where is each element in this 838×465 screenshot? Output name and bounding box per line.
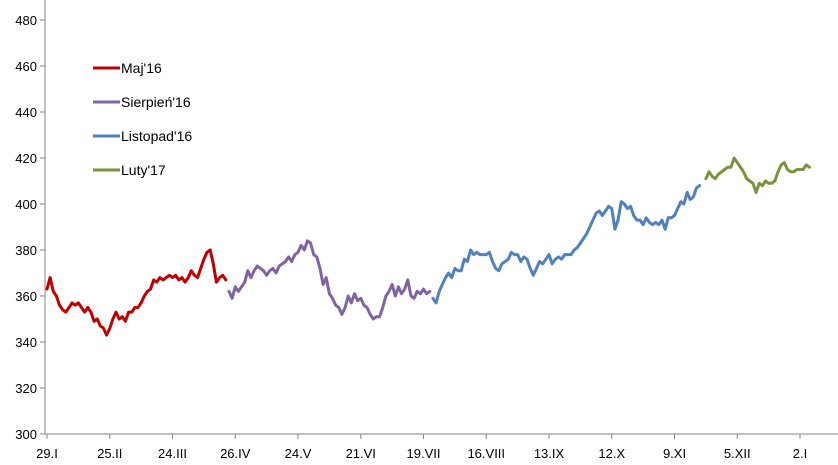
legend-label: Luty'17 <box>121 162 166 178</box>
series-line-4 <box>704 156 811 194</box>
x-tick-label: 24.V <box>285 446 312 461</box>
x-tick-label: 9.XI <box>663 446 686 461</box>
legend-label: Maj'16 <box>121 60 162 76</box>
legend: Maj'16 Sierpień'16 Listopad'16 Luty'17 <box>93 60 192 178</box>
y-axis: 300 320 340 360 380 400 420 440 460 480 <box>15 0 46 442</box>
x-tick-label: 16.VIII <box>467 446 505 461</box>
y-tick-label: 440 <box>15 105 37 120</box>
x-tick-label: 2.I <box>793 446 807 461</box>
x-tick-label: 24.III <box>158 446 187 461</box>
x-tick-label: 19.VII <box>407 446 441 461</box>
y-tick-label: 360 <box>15 289 37 304</box>
y-tick-label: 300 <box>15 427 37 442</box>
y-tick-label: 320 <box>15 381 37 396</box>
x-tick-label: 5.XII <box>724 446 751 461</box>
x-tick-label: 12.X <box>598 446 625 461</box>
legend-label: Listopad'16 <box>121 128 192 144</box>
y-tick-label: 380 <box>15 243 37 258</box>
x-tick-label: 25.II <box>97 446 122 461</box>
series-line-2 <box>227 239 432 321</box>
y-tick-label: 480 <box>15 13 37 28</box>
y-tick-label: 340 <box>15 335 37 350</box>
x-tick-label: 21.VI <box>346 446 376 461</box>
x-tick-label: 29.I <box>36 446 58 461</box>
x-tick-label: 26.IV <box>220 446 251 461</box>
y-tick-label: 420 <box>15 151 37 166</box>
x-axis: 29.I 25.II 24.III 26.IV 24.V 21.VI 19.VII 16.VI… <box>36 433 838 461</box>
legend-label: Sierpień'16 <box>121 94 191 110</box>
x-tick-label: 13.IX <box>534 446 565 461</box>
y-tick-label: 460 <box>15 59 37 74</box>
y-tick-label: 400 <box>15 197 37 212</box>
series-layer <box>45 156 811 337</box>
series-line-1 <box>45 248 228 337</box>
series-line-3 <box>431 184 702 305</box>
